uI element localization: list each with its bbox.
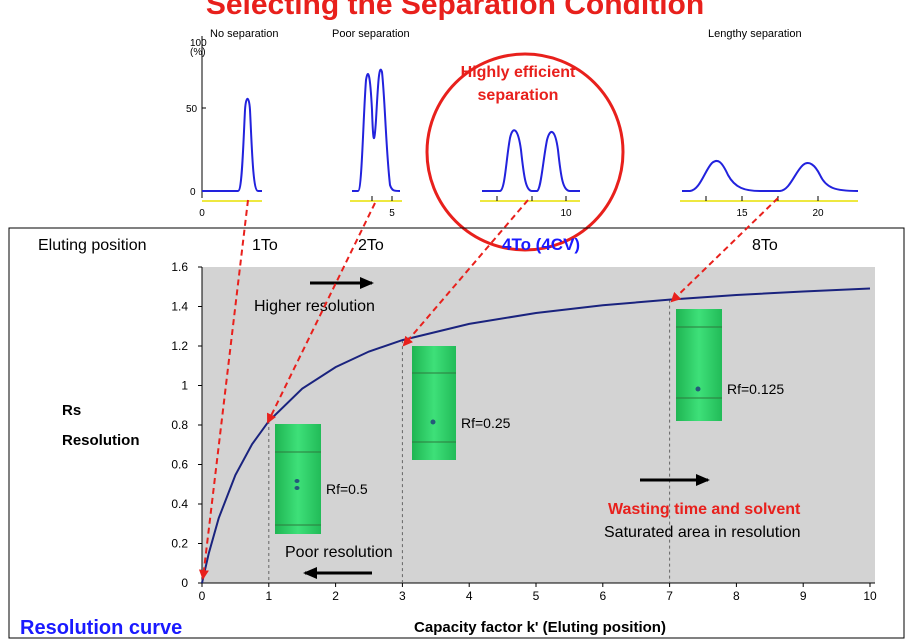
chromatogram-strip: 100 (%) 50 0 0 5 10 15 20 No separation … xyxy=(186,28,859,252)
x-tick-label: 7 xyxy=(666,589,673,603)
poor-separation-label: Poor separation xyxy=(332,28,410,40)
chromatogram-x-20: 20 xyxy=(812,208,824,219)
chromatogram-y-0: 0 xyxy=(190,187,196,198)
lower-panel-frame xyxy=(8,227,905,639)
x-tick-label: 4 xyxy=(466,589,473,603)
y-tick-label: 0 xyxy=(181,576,188,590)
y-axis-label-resolution: Resolution xyxy=(62,432,140,449)
y-tick-label: 0.8 xyxy=(171,418,188,432)
chromatogram-y-top: 100 xyxy=(190,38,207,49)
saturated-label: Saturated area in resolution xyxy=(604,524,801,541)
peak-poor-separation xyxy=(352,68,401,192)
resolution-curve xyxy=(201,287,871,584)
connector-arrow-3 xyxy=(402,199,529,347)
axes-layer: 0 0.2 0.4 0.6 0.8 1 1.2 1.4 1.6 0 1 2 3 4 5 6 7 8 9 10 xyxy=(171,260,877,603)
y-tick-label: 0.4 xyxy=(171,497,188,511)
x-tick-label: 3 xyxy=(399,589,406,603)
x-tick-label: 5 xyxy=(533,589,540,603)
chromatogram-y-50: 50 xyxy=(186,104,198,115)
no-separation-label: No separation xyxy=(210,28,279,40)
y-tick-label: 1 xyxy=(181,379,188,393)
chromatogram-x-15: 15 xyxy=(736,208,748,219)
wasting-label: Wasting time and solvent xyxy=(608,501,801,518)
resolution-curve-title: Resolution curve xyxy=(20,617,182,639)
eluting-position-1: 1To xyxy=(252,237,278,254)
y-axis-label-rs: Rs xyxy=(62,402,81,419)
chromatogram-x-0: 0 xyxy=(199,208,205,219)
efficient-separation-label-2: separation xyxy=(478,87,559,104)
tlc-label-3: Rf=0.125 xyxy=(727,381,784,397)
highlight-circle xyxy=(425,52,625,252)
x-tick-label: 9 xyxy=(800,589,807,603)
x-tick-label: 1 xyxy=(265,589,272,603)
connector-arrow-1 xyxy=(198,199,249,580)
chromatogram-ticks xyxy=(371,196,819,201)
tlc-label-2: Rf=0.25 xyxy=(461,415,511,431)
tlc-plate-1 xyxy=(275,424,321,534)
x-tick-label: 6 xyxy=(599,589,606,603)
eluting-position-title: Eluting position xyxy=(38,237,147,254)
tlc-plate-2 xyxy=(412,346,456,460)
connector-arrow-2 xyxy=(267,202,376,424)
chromatogram-y-unit: (%) xyxy=(190,47,206,58)
higher-resolution-label: Higher resolution xyxy=(254,298,375,315)
x-tick-label: 2 xyxy=(332,589,339,603)
chromatogram-x-10: 10 xyxy=(560,208,572,219)
x-tick-label: 8 xyxy=(733,589,740,603)
eluting-position-2: 2To xyxy=(358,237,384,254)
efficient-separation-label-1: Highly efficient xyxy=(461,64,576,81)
chromatogram-x-5: 5 xyxy=(389,208,395,219)
y-tick-label: 1.4 xyxy=(171,300,188,314)
y-tick-label: 0.6 xyxy=(171,458,188,472)
y-tick-label: 1.2 xyxy=(171,339,188,353)
y-tick-label: 0.2 xyxy=(171,537,188,551)
x-tick-label: 0 xyxy=(199,589,206,603)
peak-efficient-separation xyxy=(482,129,580,192)
tlc-label-1: Rf=0.5 xyxy=(326,481,368,497)
peak-no-separation xyxy=(202,97,262,192)
eluting-position-4: 8To xyxy=(752,237,778,254)
page-title: Selecting the Separation Condition xyxy=(206,0,704,21)
x-tick-label: 10 xyxy=(863,589,877,603)
peak-lengthy-separation xyxy=(682,159,859,192)
marker-lines xyxy=(268,299,671,583)
connector-arrow-4 xyxy=(670,197,779,303)
tlc-plate-3 xyxy=(676,309,722,421)
connector-arrows xyxy=(198,197,779,580)
x-axis-label: Capacity factor k' (Eluting position) xyxy=(414,619,666,636)
poor-resolution-label: Poor resolution xyxy=(285,544,393,561)
y-tick-label: 1.6 xyxy=(171,260,188,274)
eluting-position-3: 4To (4CV) xyxy=(502,235,580,254)
eluting-position-row: Eluting position 1To 2To 4To (4CV) 8To xyxy=(38,235,778,254)
lengthy-separation-label: Lengthy separation xyxy=(708,28,802,40)
